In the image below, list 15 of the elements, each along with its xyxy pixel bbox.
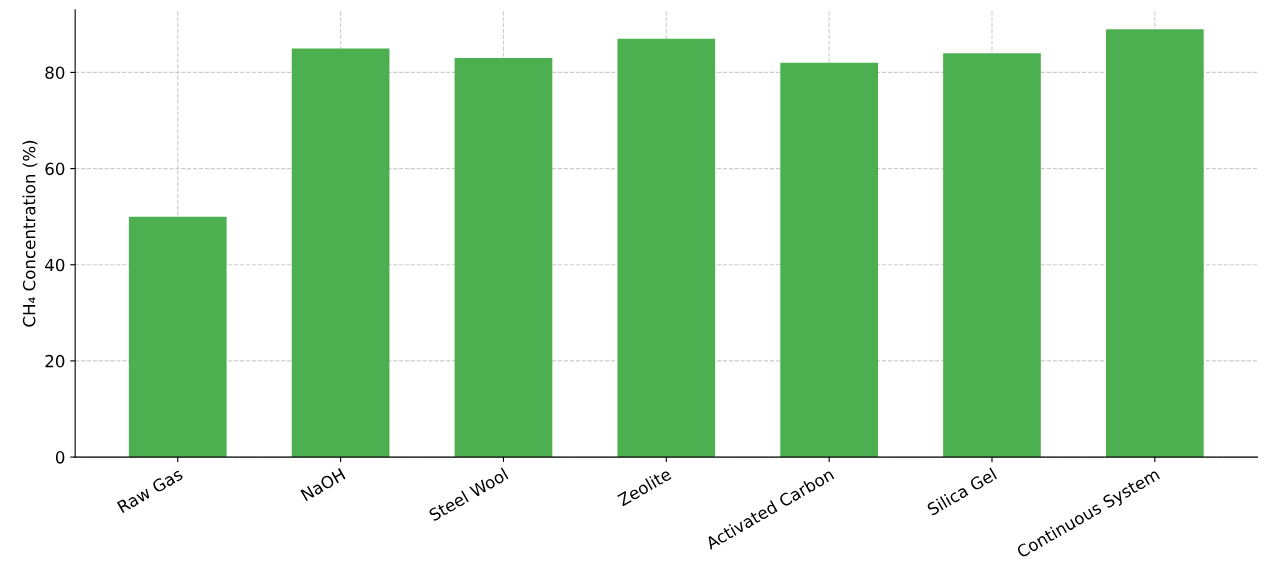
y-axis-title: CH₄ Concentration (%) [22, 140, 38, 327]
bar [128, 216, 227, 458]
y-tick-label: 0 [55, 451, 65, 464]
bar [780, 62, 878, 458]
x-tick-label: Silica Gel [926, 467, 998, 516]
y-tick-label: 20 [45, 354, 65, 368]
bar [1105, 29, 1204, 458]
bar [454, 57, 553, 458]
y-tick-label: 40 [45, 258, 65, 272]
bar [943, 53, 1041, 458]
y-tick-label: 80 [45, 66, 65, 79]
y-tick-label: 60 [45, 162, 65, 176]
bar [617, 38, 716, 458]
x-tick-label: Raw Gas [116, 467, 184, 514]
bar [291, 48, 390, 458]
